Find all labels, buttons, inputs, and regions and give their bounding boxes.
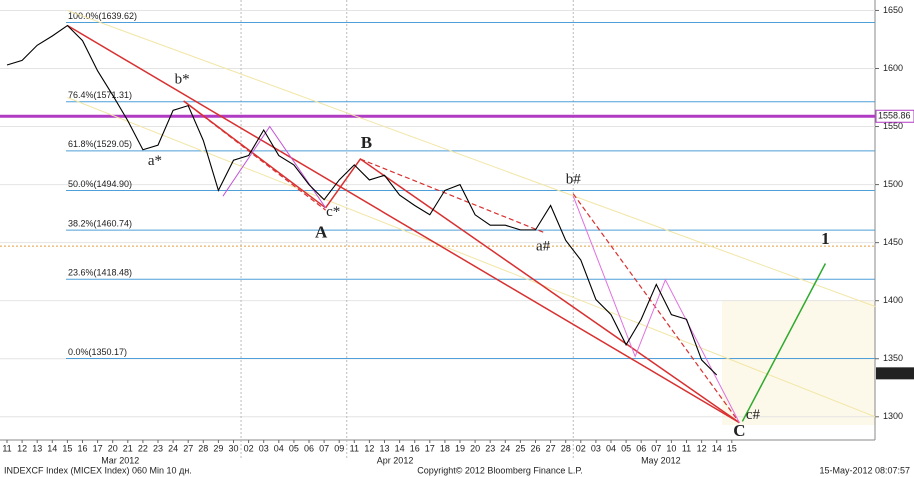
x-tick-label: 03 xyxy=(259,443,269,453)
trend-line xyxy=(183,100,326,211)
y-tick-label: 1500 xyxy=(883,179,903,189)
x-tick-label: 22 xyxy=(138,443,148,453)
x-group-label: May 2012 xyxy=(641,455,681,465)
marker-label: 1558.86 xyxy=(878,111,911,121)
forecast-zone xyxy=(722,300,875,425)
price-line xyxy=(6,24,718,376)
x-tick-label: 24 xyxy=(168,443,178,453)
x-tick-label: 28 xyxy=(561,443,571,453)
footer-left: INDEXCF Index (MICEX Index) 060 Min 10 д… xyxy=(4,465,192,475)
marker-tag xyxy=(875,109,914,123)
wave-label: c# xyxy=(746,407,761,423)
x-tick-label: 14 xyxy=(47,443,57,453)
y-tick-label: 1650 xyxy=(883,5,903,15)
x-tick-label: 12 xyxy=(697,443,707,453)
x-tick-label: 29 xyxy=(213,443,223,453)
x-tick-label: 30 xyxy=(228,443,238,453)
fib-label: 50.0%(1494.90) xyxy=(68,179,132,189)
x-tick-label: 21 xyxy=(123,443,133,453)
x-tick-label: 12 xyxy=(17,443,27,453)
x-tick-label: 02 xyxy=(244,443,254,453)
x-tick-label: 19 xyxy=(455,443,465,453)
x-tick-label: 27 xyxy=(183,443,193,453)
x-tick-label: 03 xyxy=(591,443,601,453)
x-tick-label: 17 xyxy=(93,443,103,453)
fib-label: 23.6%(1418.48) xyxy=(68,268,132,278)
wave-label: C xyxy=(733,421,745,440)
trend-line xyxy=(572,193,740,423)
x-tick-label: 11 xyxy=(682,443,691,453)
y-tick-label: 1550 xyxy=(883,121,903,131)
x-tick-label: 17 xyxy=(425,443,435,453)
wave-label: B xyxy=(361,133,372,152)
fib-label: 61.8%(1529.05) xyxy=(68,139,132,149)
x-tick-label: 15 xyxy=(62,443,72,453)
trend-line xyxy=(67,9,876,307)
trend-line xyxy=(360,158,547,234)
fib-label: 0.0%(1350.17) xyxy=(68,347,127,357)
x-tick-label: 25 xyxy=(515,443,525,453)
wave-label: 1 xyxy=(821,229,830,248)
x-tick-label: 20 xyxy=(470,443,480,453)
x-tick-label: 18 xyxy=(440,443,450,453)
y-tick-label: 1300 xyxy=(883,411,903,421)
x-tick-label: 07 xyxy=(651,443,661,453)
x-tick-label: 10 xyxy=(666,443,676,453)
x-tick-label: 11 xyxy=(350,443,359,453)
x-tick-label: 14 xyxy=(395,443,405,453)
fib-label: 100.0%(1639.62) xyxy=(68,11,137,21)
x-tick-label: 06 xyxy=(636,443,646,453)
x-tick-label: 23 xyxy=(485,443,495,453)
last-price-tag xyxy=(876,367,914,380)
fib-label: 38.2%(1460.74) xyxy=(68,219,132,229)
x-group-label: Mar 2012 xyxy=(101,455,139,465)
fib-label: 76.4%(1571.31) xyxy=(68,90,132,100)
x-tick-label: 16 xyxy=(410,443,420,453)
trend-line xyxy=(572,196,740,423)
x-tick-label: 09 xyxy=(334,443,344,453)
x-tick-label: 04 xyxy=(606,443,616,453)
y-tick-label: 1400 xyxy=(883,295,903,305)
trend-line xyxy=(67,24,740,424)
x-tick-label: 14 xyxy=(712,443,722,453)
wave-label: c* xyxy=(326,204,340,220)
x-tick-label: 26 xyxy=(530,443,540,453)
trend-line xyxy=(183,100,327,209)
wave-label: a# xyxy=(536,239,551,255)
last-price-label: 1337.42 xyxy=(878,368,911,378)
y-tick-label: 1450 xyxy=(883,237,903,247)
x-tick-label: 28 xyxy=(198,443,208,453)
x-tick-label: 13 xyxy=(32,443,42,453)
wave-label: b* xyxy=(175,72,190,88)
x-tick-label: 07 xyxy=(319,443,329,453)
x-tick-label: 06 xyxy=(304,443,314,453)
x-tick-label: 04 xyxy=(274,443,284,453)
y-tick-label: 1600 xyxy=(883,63,903,73)
x-tick-label: 15 xyxy=(727,443,737,453)
y-tick-label: 1350 xyxy=(883,353,903,363)
x-tick-label: 02 xyxy=(576,443,586,453)
x-group-label: Apr 2012 xyxy=(377,455,414,465)
x-tick-label: 27 xyxy=(546,443,556,453)
x-tick-label: 24 xyxy=(500,443,510,453)
x-tick-label: 12 xyxy=(364,443,374,453)
trend-line xyxy=(67,97,876,418)
wave-label: A xyxy=(315,222,328,241)
x-tick-label: 11 xyxy=(2,443,11,453)
trend-line xyxy=(222,125,327,209)
x-tick-label: 05 xyxy=(289,443,299,453)
x-tick-label: 05 xyxy=(621,443,631,453)
wave-label: b# xyxy=(566,171,582,187)
footer-center: Copyright© 2012 Bloomberg Finance L.P. xyxy=(417,465,583,475)
x-tick-label: 23 xyxy=(153,443,163,453)
footer-right: 15-May-2012 08:07:57 xyxy=(819,465,910,475)
x-tick-label: 20 xyxy=(108,443,118,453)
x-tick-label: 16 xyxy=(77,443,87,453)
x-tick-label: 13 xyxy=(379,443,389,453)
wave-label: a* xyxy=(148,153,162,169)
trend-line xyxy=(741,263,827,422)
